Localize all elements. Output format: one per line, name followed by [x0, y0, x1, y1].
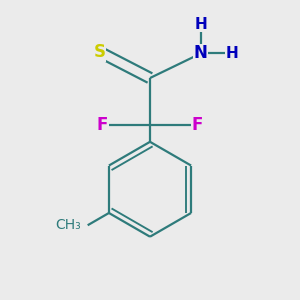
Text: H: H [194, 16, 207, 32]
Text: CH₃: CH₃ [56, 218, 81, 232]
Text: F: F [97, 116, 108, 134]
Text: H: H [225, 46, 238, 61]
Text: N: N [194, 44, 208, 62]
Text: F: F [192, 116, 203, 134]
Text: S: S [93, 43, 105, 61]
